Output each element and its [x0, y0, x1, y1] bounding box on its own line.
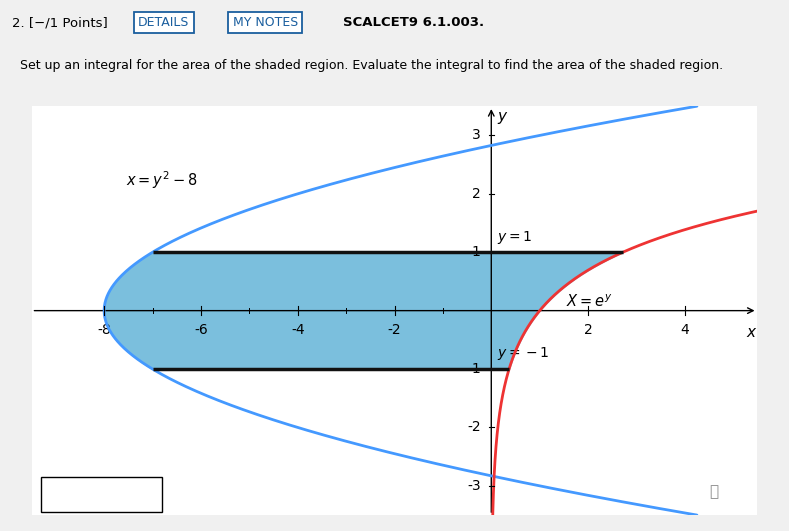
Text: -4: -4	[291, 323, 305, 338]
Text: MY NOTES: MY NOTES	[233, 16, 298, 29]
Text: -3: -3	[467, 479, 481, 493]
Text: -1: -1	[467, 362, 481, 376]
Text: 4: 4	[680, 323, 690, 338]
Text: 3: 3	[472, 129, 481, 142]
Text: -6: -6	[194, 323, 208, 338]
Text: 2: 2	[472, 187, 481, 201]
Text: $X = e^y$: $X = e^y$	[567, 294, 613, 310]
Text: 2. [−/1 Points]: 2. [−/1 Points]	[12, 16, 107, 29]
Text: -2: -2	[387, 323, 402, 338]
Text: $x = y^2 - 8$: $x = y^2 - 8$	[126, 169, 198, 191]
Text: 2: 2	[584, 323, 593, 338]
Text: -2: -2	[467, 421, 481, 434]
Text: Set up an integral for the area of the shaded region. Evaluate the integral to f: Set up an integral for the area of the s…	[20, 59, 723, 72]
Text: $y = 1$: $y = 1$	[497, 229, 533, 246]
Text: 1: 1	[472, 245, 481, 259]
Text: SCALCET9 6.1.003.: SCALCET9 6.1.003.	[343, 16, 484, 29]
Text: x: x	[746, 325, 755, 340]
Text: $y = -1$: $y = -1$	[497, 345, 549, 362]
Text: DETAILS: DETAILS	[138, 16, 189, 29]
FancyBboxPatch shape	[41, 477, 163, 512]
Text: -8: -8	[97, 323, 111, 338]
Text: y: y	[497, 109, 506, 124]
Text: ⓘ: ⓘ	[709, 484, 719, 499]
